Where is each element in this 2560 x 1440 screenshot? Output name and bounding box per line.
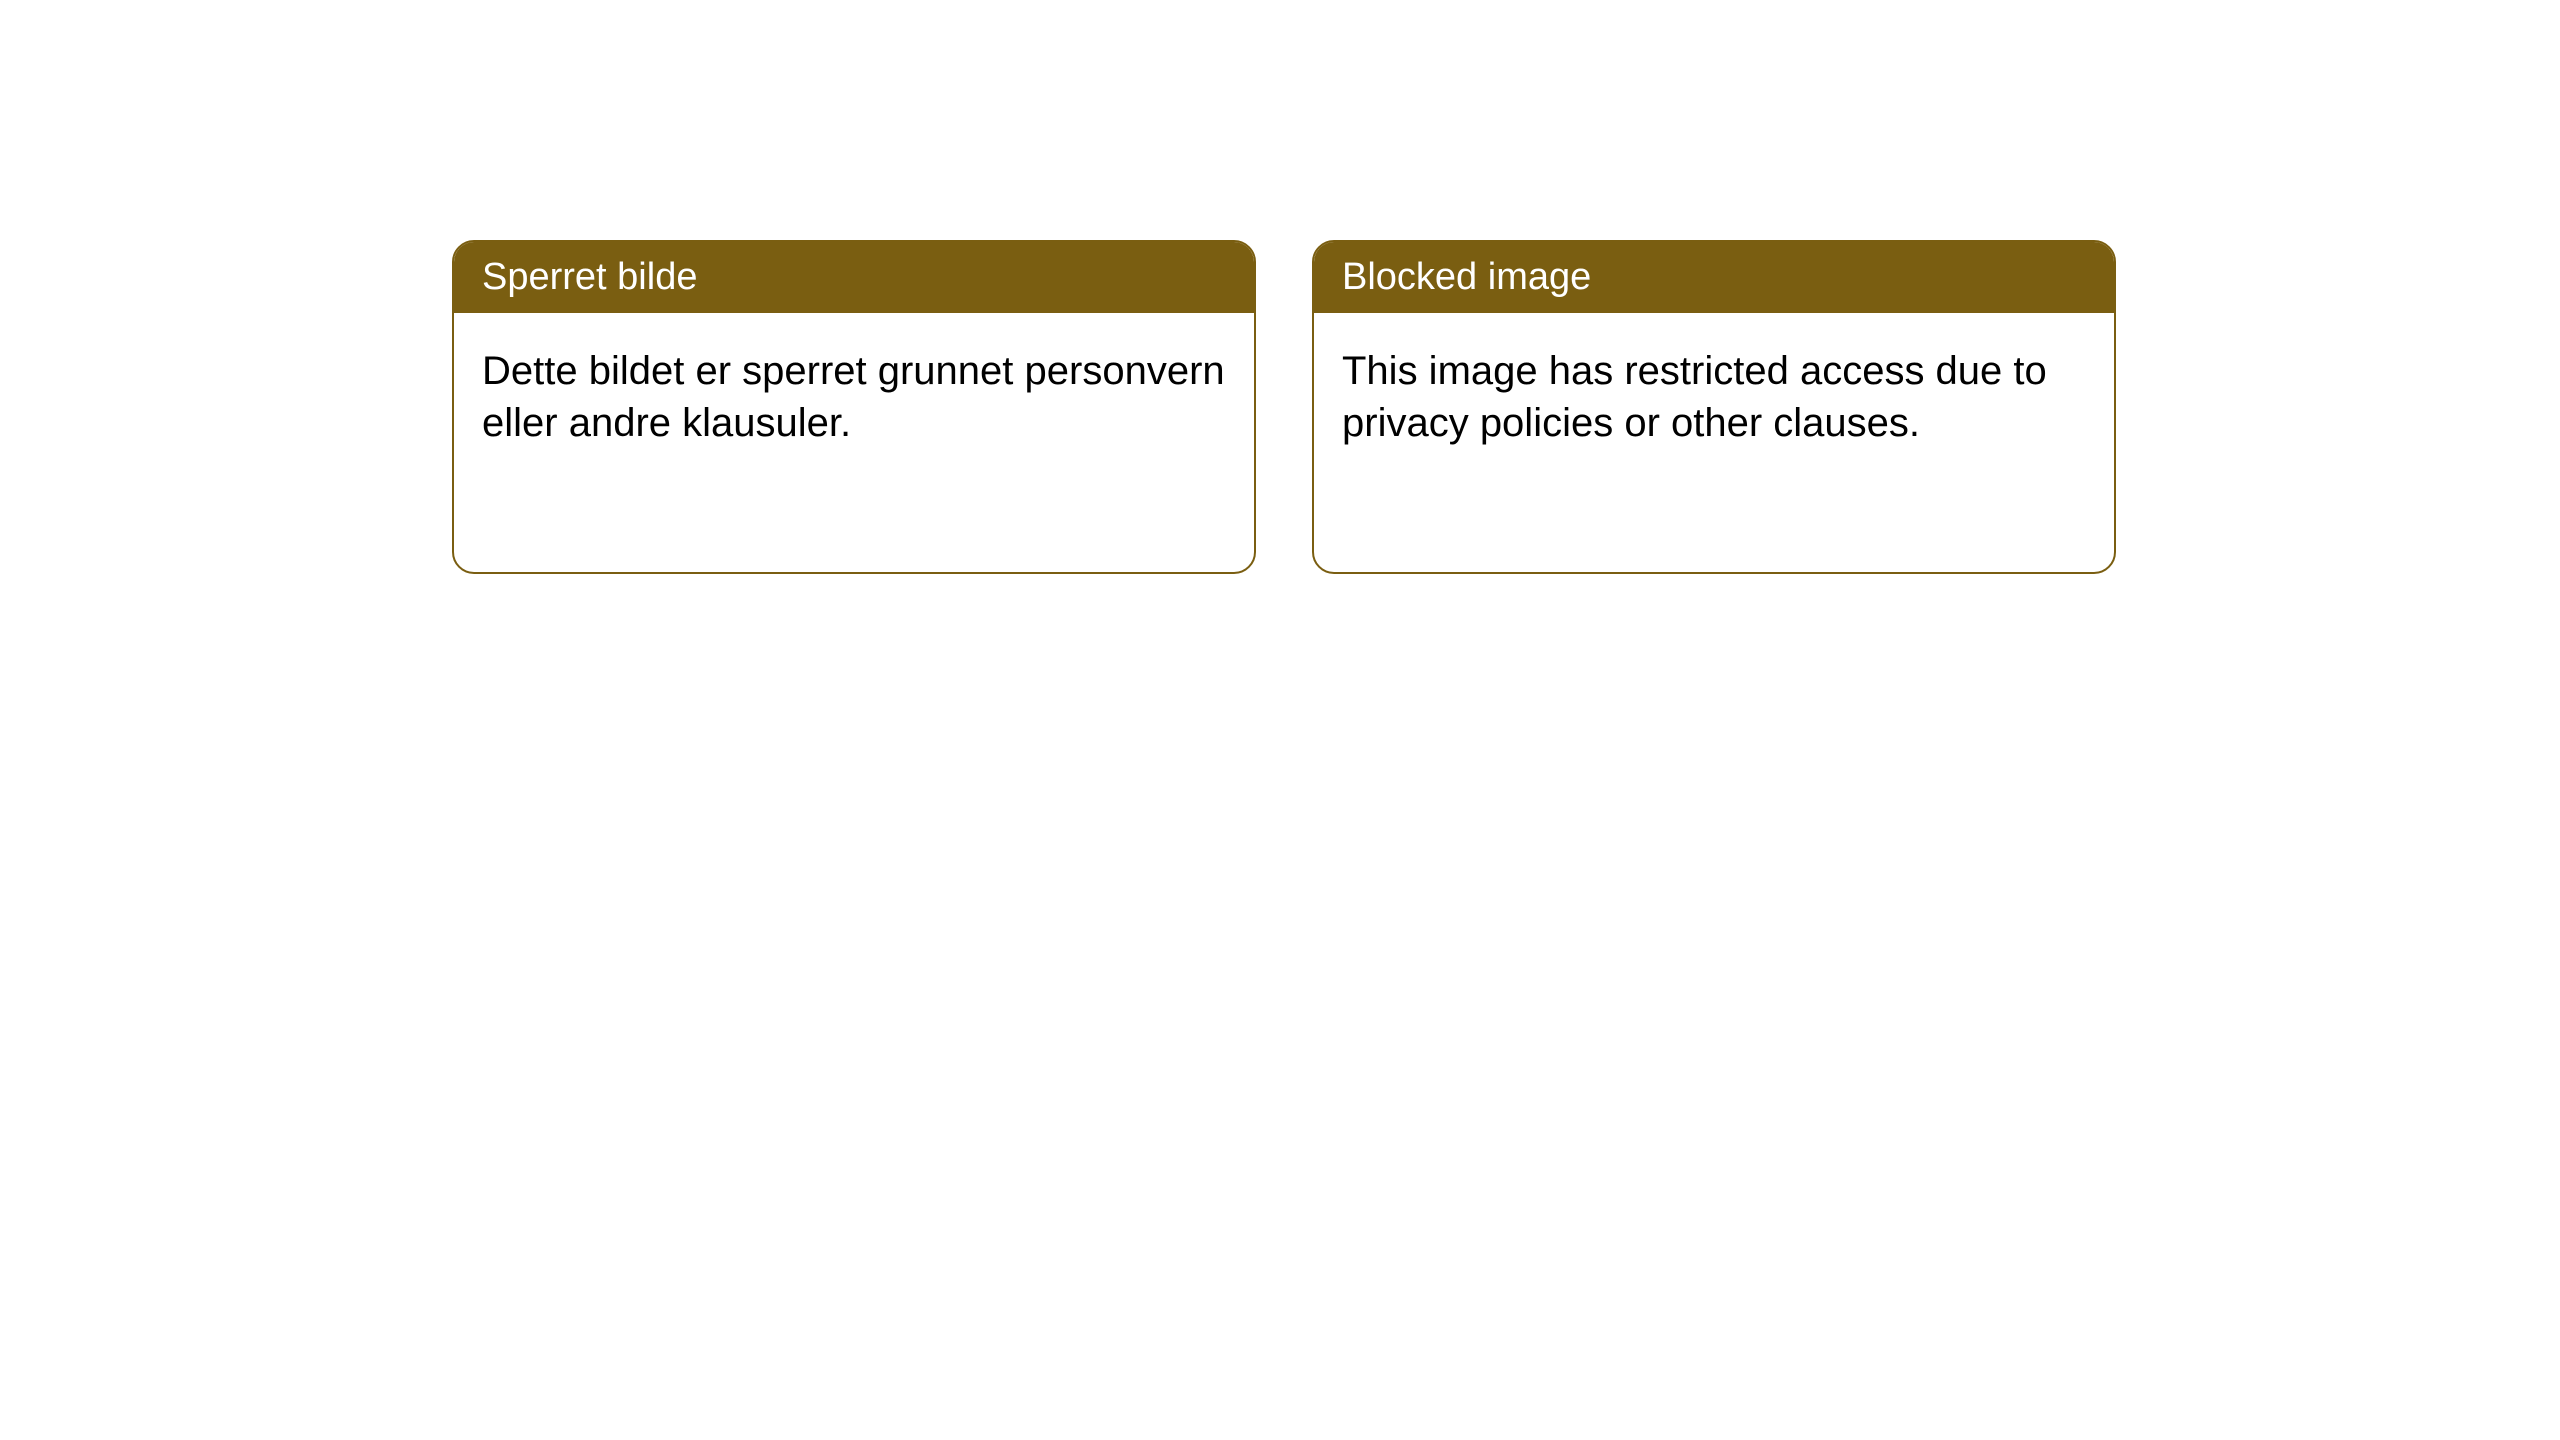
notice-body-text: This image has restricted access due to … — [1342, 349, 2047, 445]
notice-title: Blocked image — [1342, 256, 1591, 298]
notice-container: Sperret bilde Dette bildet er sperret gr… — [0, 0, 2560, 574]
notice-header: Sperret bilde — [454, 242, 1254, 313]
notice-body: Dette bildet er sperret grunnet personve… — [454, 313, 1254, 481]
notice-card-norwegian: Sperret bilde Dette bildet er sperret gr… — [452, 240, 1256, 574]
notice-header: Blocked image — [1314, 242, 2114, 313]
notice-body: This image has restricted access due to … — [1314, 313, 2114, 481]
notice-card-english: Blocked image This image has restricted … — [1312, 240, 2116, 574]
notice-body-text: Dette bildet er sperret grunnet personve… — [482, 349, 1225, 445]
notice-title: Sperret bilde — [482, 256, 697, 298]
